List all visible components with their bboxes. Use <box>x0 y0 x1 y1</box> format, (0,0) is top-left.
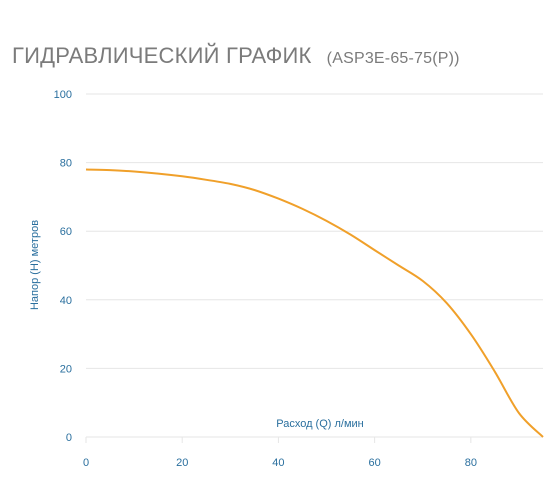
x-axis-title: Расход (Q) л/мин <box>276 418 364 430</box>
x-tick-label-40: 40 <box>272 457 284 469</box>
y-tick-labels: 0 20 40 60 80 100 <box>54 89 72 444</box>
y-tick-label-100: 100 <box>54 89 72 101</box>
y-tick-label-40: 40 <box>60 295 72 307</box>
y-tick-label-60: 60 <box>60 226 72 238</box>
pump-curve-line <box>85 168 544 438</box>
y-tick-label-20: 20 <box>60 363 72 375</box>
x-tick-label-80: 80 <box>465 457 477 469</box>
chart-title-main: ГИДРАВЛИЧЕСКИЙ ГРАФИК <box>12 43 312 68</box>
y-tick-label-0: 0 <box>66 432 72 444</box>
y-axis-title: Напор (H) метров <box>29 220 41 310</box>
x-tick-label-20: 20 <box>176 457 188 469</box>
x-tick-labels: 0 20 40 60 80 <box>83 457 477 469</box>
y-tick-label-80: 80 <box>60 158 72 170</box>
chart-title-model: (ASP3E-65-75(P)) <box>326 50 460 67</box>
x-tick-label-60: 60 <box>369 457 381 469</box>
x-tick-label-0: 0 <box>83 457 89 469</box>
chart-title: ГИДРАВЛИЧЕСКИЙ ГРАФИК (ASP3E-65-75(P)) <box>12 34 460 71</box>
grid-lines <box>85 93 543 443</box>
